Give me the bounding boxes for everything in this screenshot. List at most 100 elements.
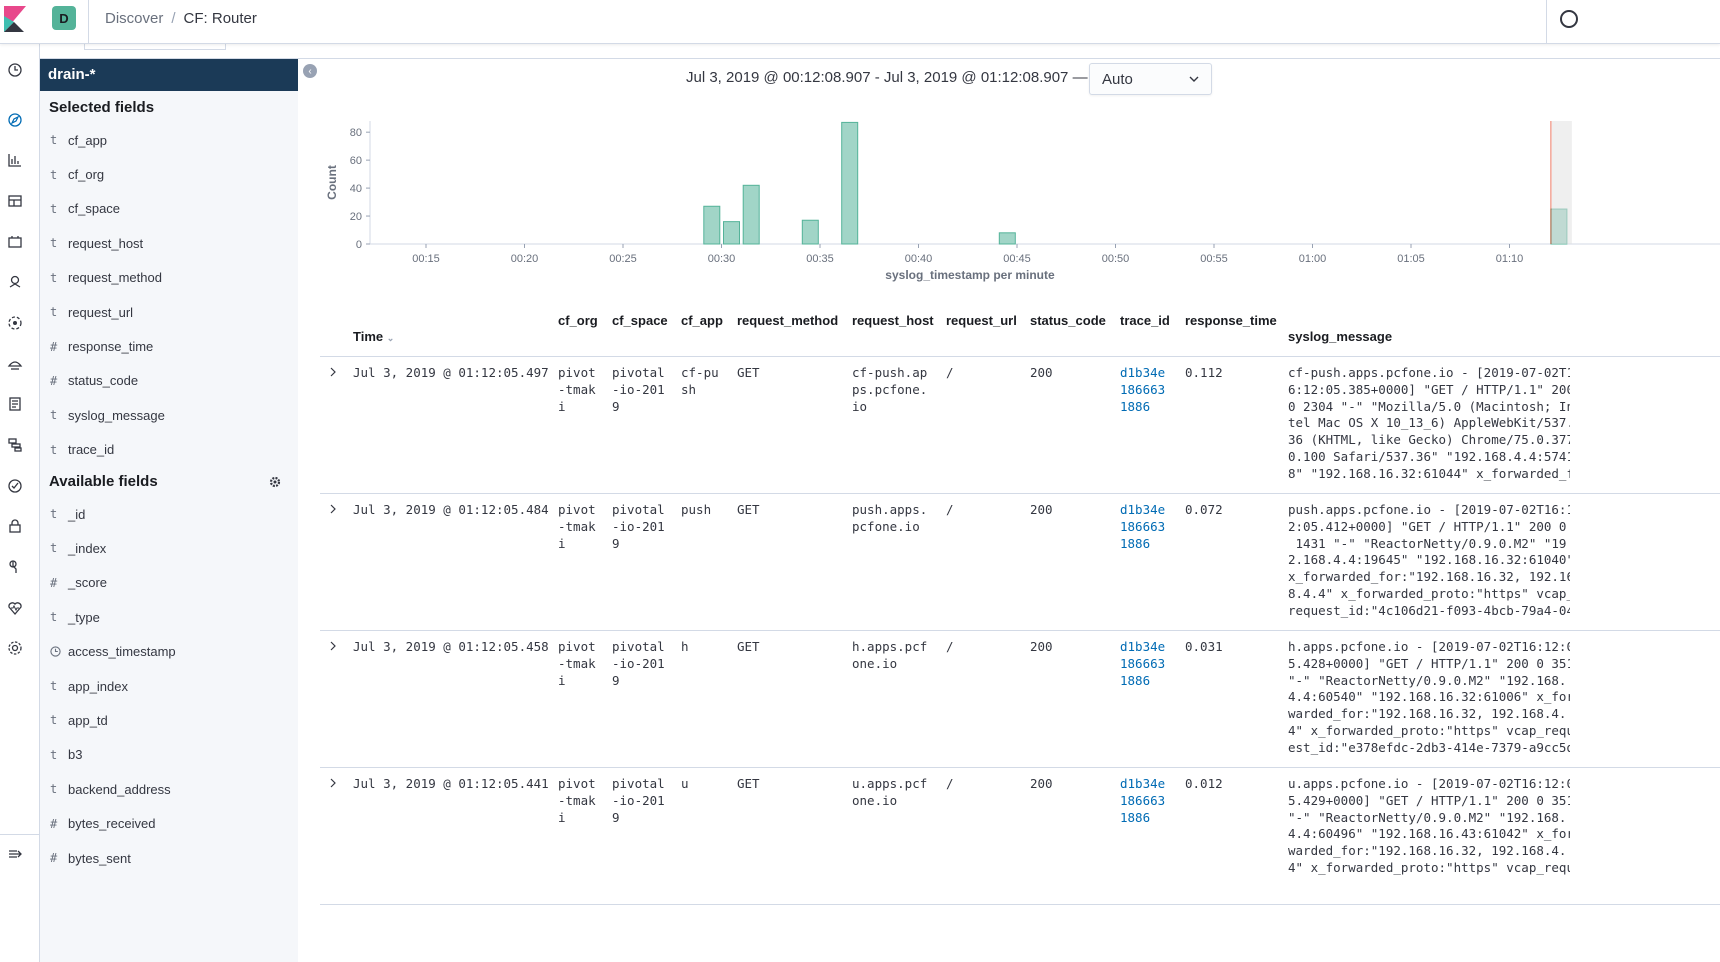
field-bytes-sent[interactable]: # bytes_sent (40, 841, 298, 875)
index-pattern-selector[interactable]: drain-* (40, 59, 298, 91)
infrastructure-icon[interactable] (7, 356, 23, 372)
field-app-index[interactable]: t app_index (40, 669, 298, 703)
cell-status-code: 200 (1030, 502, 1053, 517)
recently-viewed-icon[interactable] (7, 62, 23, 78)
collapse-sidebar-icon[interactable]: ‹ (303, 64, 317, 78)
field-request-method[interactable]: t request_method (40, 261, 298, 295)
field-type-icon: t (50, 133, 58, 148)
cell-time: Jul 3, 2019 @ 01:12:05.458 (353, 639, 549, 654)
field-cf-org[interactable]: t cf_org (40, 157, 298, 191)
dev-tools-icon[interactable] (7, 559, 23, 575)
field-syslog-message[interactable]: t syslog_message (40, 398, 298, 432)
cell-trace-id[interactable]: d1b34e 186663 1886 (1120, 365, 1166, 414)
col-header-cf-org[interactable]: cf_org (558, 313, 598, 328)
help-icon[interactable] (1560, 10, 1578, 28)
col-header-request-host[interactable]: request_host (852, 313, 934, 328)
field-response-time[interactable]: # response_time (40, 329, 298, 363)
field-cf-space[interactable]: t cf_space (40, 192, 298, 226)
maps-icon[interactable] (7, 274, 23, 290)
apm-icon[interactable] (7, 437, 23, 453)
cell-trace-id[interactable]: d1b34e 186663 1886 (1120, 639, 1166, 688)
field-request-url[interactable]: t request_url (40, 295, 298, 329)
col-header-status-code[interactable]: status_code (1030, 313, 1106, 328)
table-row[interactable]: Jul 3, 2019 @ 01:12:05.484 pivot -tmak i p… (320, 494, 1720, 631)
ml-icon[interactable] (7, 315, 23, 331)
col-header-trace-id[interactable]: trace_id (1120, 313, 1170, 328)
histogram-bar[interactable] (742, 184, 760, 245)
selected-fields-title: Selected fields (49, 99, 155, 116)
col-header-time[interactable]: Time ⌄ (353, 329, 395, 344)
field-cf-app[interactable]: t cf_app (40, 123, 298, 157)
field-name: cf_app (68, 132, 108, 148)
chevron-right-icon[interactable] (328, 641, 338, 651)
field-b3[interactable]: t b3 (40, 738, 298, 772)
cell-request-host: u.apps.pcf one.io (852, 776, 928, 808)
col-header-syslog-message[interactable]: syslog_message (1288, 329, 1393, 344)
table-row[interactable]: Jul 3, 2019 @ 01:12:05.458 pivot -tmak i p… (320, 631, 1720, 768)
field-request-host[interactable]: t request_host (40, 226, 298, 260)
cell-cf-app: h (681, 639, 689, 654)
discover-icon[interactable] (7, 112, 23, 128)
top-bar: D Discover / CF: Router (0, 0, 1720, 44)
field-status-code[interactable]: # status_code (40, 364, 298, 398)
visualize-icon[interactable] (7, 152, 23, 168)
histogram-bar[interactable] (723, 221, 740, 245)
field-trace-id[interactable]: t trace_id (40, 433, 298, 467)
chevron-right-icon[interactable] (328, 504, 338, 514)
dashboard-icon[interactable] (7, 193, 23, 209)
monitoring-icon[interactable] (7, 600, 23, 616)
col-header-request-method[interactable]: request_method (737, 313, 839, 328)
field-type[interactable]: t _type (40, 600, 298, 634)
x-axis-label: syslog_timestamp per minute (885, 268, 1055, 282)
field-name: syslog_message (68, 407, 165, 423)
management-gear-icon[interactable] (7, 640, 23, 656)
kibana-logo-icon[interactable] (4, 6, 26, 32)
col-header-response-time[interactable]: response_time (1185, 313, 1277, 328)
collapse-nav-icon[interactable] (7, 846, 23, 862)
cell-trace-id[interactable]: d1b34e 186663 1886 (1120, 502, 1166, 551)
field-type-icon: t (50, 167, 58, 182)
field-app-td[interactable]: t app_td (40, 703, 298, 737)
field-bytes-received[interactable]: # bytes_received (40, 806, 298, 840)
table-row[interactable]: Jul 3, 2019 @ 01:12:05.441 pivot -tmak i p… (320, 768, 1720, 905)
canvas-icon[interactable] (7, 234, 23, 250)
interval-select[interactable]: Auto (1089, 63, 1212, 95)
cell-cf-org: pivot -tmak i (558, 639, 596, 688)
field-index[interactable]: t _index (40, 531, 298, 565)
siem-icon[interactable] (7, 518, 23, 534)
cell-trace-id[interactable]: d1b34e 186663 1886 (1120, 776, 1166, 825)
histogram-bar[interactable] (841, 121, 859, 245)
x-tick-label: 00:40 (905, 253, 933, 265)
y-tick-label: 80 (350, 127, 362, 139)
query-bar[interactable] (84, 44, 226, 50)
field-settings-gear-icon[interactable] (269, 476, 281, 488)
histogram-bar[interactable] (998, 232, 1016, 245)
field-type-icon: t (50, 442, 58, 457)
y-tick-label: 0 (356, 239, 362, 251)
logs-icon[interactable] (7, 396, 23, 412)
cell-status-code: 200 (1030, 639, 1053, 654)
field-type-icon: t (50, 610, 58, 625)
uptime-icon[interactable] (7, 478, 23, 494)
col-header-request-url[interactable]: request_url (946, 313, 1017, 328)
space-avatar[interactable]: D (52, 6, 76, 30)
field-name: _type (68, 609, 100, 625)
histogram-chart[interactable]: 0 20 40 60 80 00:15 00:20 00:25 00:30 00:35 00:40 0… (298, 109, 1720, 339)
col-header-cf-app[interactable]: cf_app (681, 313, 723, 328)
field-type-icon: t (50, 236, 58, 251)
cell-syslog-message: cf-push.apps.pcfone.io - [2019-07-02T1 6… (1288, 365, 1570, 481)
table-row[interactable]: Jul 3, 2019 @ 01:12:05.497 pivot -tmak i p… (320, 357, 1720, 494)
chevron-right-icon[interactable] (328, 367, 338, 377)
breadcrumb-discover[interactable]: Discover (105, 10, 164, 27)
chevron-right-icon[interactable] (328, 778, 338, 788)
field-backend-address[interactable]: t backend_address (40, 772, 298, 806)
field-access-timestamp[interactable]: access_timestamp (40, 634, 298, 668)
cell-cf-org: pivot -tmak i (558, 776, 596, 825)
field-id[interactable]: t _id (40, 497, 298, 531)
x-tick-label: 00:20 (511, 253, 539, 265)
field-score[interactable]: # _score (40, 566, 298, 600)
histogram-bar[interactable] (703, 205, 721, 245)
cell-cf-app: cf-pu sh (681, 365, 719, 397)
histogram-bar[interactable] (801, 219, 819, 245)
col-header-cf-space[interactable]: cf_space (612, 313, 668, 328)
